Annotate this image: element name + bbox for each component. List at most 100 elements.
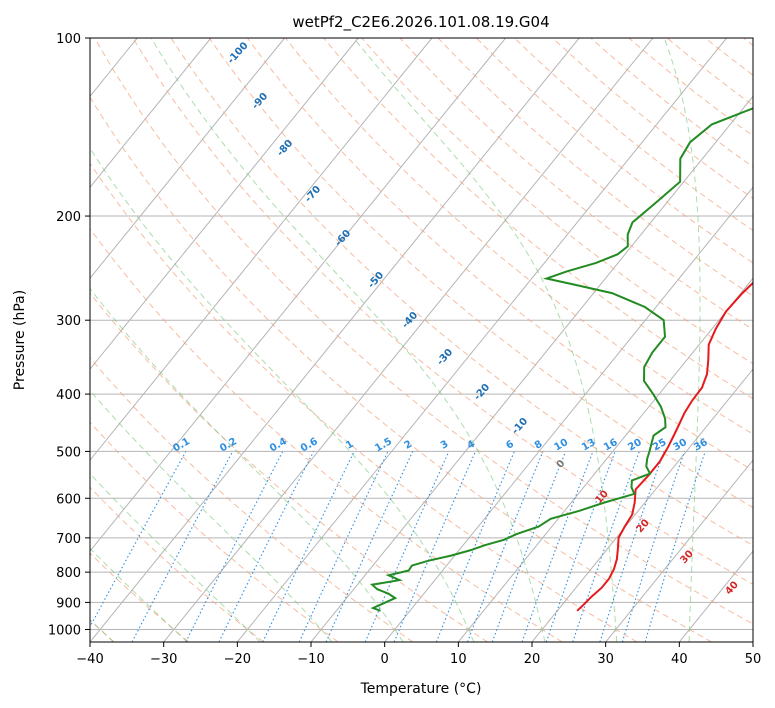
isotherm-gridline [531,368,753,642]
dry-adiabat-line [285,38,753,435]
isotherm-gridline [90,38,212,189]
temperature-profile [576,281,753,612]
mixing-ratio-line [218,451,315,642]
dry-adiabat-line [514,38,753,232]
mixing-ratio-line [621,451,686,642]
moist-adiabat-label: 20 [634,517,652,535]
dry-adiabat-line [94,38,753,625]
y-tick-label: 400 [56,388,81,403]
x-tick-label: 0 [381,652,389,667]
dry-adiabat-line [437,38,753,297]
y-tick-label: 200 [56,210,81,225]
dry-adiabat-line [590,38,753,168]
dry-adiabat-line [246,38,753,472]
isotherm-gridline [384,186,753,642]
moist-adiabat-line [90,287,404,642]
x-tick-label: −40 [76,652,103,667]
y-tick-label: 600 [56,492,81,507]
moist-adiabat-label: 10 [593,488,611,506]
moist-adiabat-line [90,547,188,642]
isotherm-gridline [605,459,753,642]
dry-adiabat-label: -80 [275,138,295,159]
moist-adiabat-line [353,38,618,642]
dry-adiabat-line [743,38,753,46]
y-tick-label: 500 [56,445,81,460]
mixing-ratio-label: 6 [504,439,516,452]
x-tick-label: −30 [150,652,177,667]
mixing-ratio-line [364,451,450,642]
isotherm-gridline [90,38,285,280]
mixing-ratio-line [298,451,389,642]
dry-adiabat-line [90,292,488,642]
isotherm-gridline [90,38,433,461]
isotherm-gridline [236,38,727,642]
x-tick-label: −20 [224,652,251,667]
dry-adiabat-line [704,38,753,76]
y-tick-label: 700 [56,532,81,547]
x-tick-label: 50 [745,652,762,667]
y-tick-label: 100 [56,32,81,47]
mixing-ratio-line [599,451,665,642]
dry-adiabat-label: -30 [435,347,455,368]
dry-adiabat-label: -60 [333,228,353,249]
mixing-ratio-line [90,451,187,628]
dry-adiabat-line [90,356,414,642]
plot-area: -100-90-80-70-60-50-40-30-20-100.1 0.2 0.4… [0,38,753,642]
dry-adiabat-line [90,486,264,642]
mixing-ratio-label: 4 [465,439,477,452]
x-tick-label: 40 [671,652,688,667]
y-tick-label: 800 [56,566,81,581]
mixing-ratio-label: 1 [344,439,356,452]
x-tick-label: 10 [450,652,467,667]
dry-adiabat-line [90,96,712,642]
mixing-ratio-label: 8 [533,439,545,452]
mixing-ratio-label: 2 [403,439,415,452]
chart-title: wetPf2_C2E6.2026.101.08.19.G04 [292,13,549,32]
dry-adiabat-line [170,38,753,547]
y-tick-label: 1000 [48,623,81,638]
dry-adiabat-label: -50 [366,270,386,291]
dry-adiabat-line [90,227,563,642]
mixing-ratio-line [435,451,515,642]
dry-adiabat-line [208,38,753,509]
mixing-ratio-line [325,451,414,642]
dry-adiabat-label: -90 [250,91,270,112]
x-tick-label: 20 [524,652,541,667]
y-axis: 100 200 300 400 500 600 700 800 900 1000 [48,32,90,638]
moist-adiabat-line [150,38,546,642]
dry-adiabat-line [132,38,753,585]
isotherm-gridline [0,38,64,642]
plot-frame [89,37,754,643]
dry-adiabat-line [399,38,753,331]
mixing-ratio-line [185,451,284,642]
mixing-ratio-line [545,451,616,642]
x-tick-label: −10 [297,652,324,667]
y-tick-label: 900 [56,596,81,611]
isotherm-gridline [90,38,580,642]
mixing-ratio-line [262,451,355,642]
y-tick-label: 300 [56,314,81,329]
moist-adiabat-label: 30 [678,548,696,566]
dewpoint-profile [369,107,753,612]
moist-adiabat-line [663,38,701,642]
moist-adiabat-line [90,473,261,642]
dry-adiabat-label: -100 [226,40,251,66]
mixing-ratio-label: 3 [439,439,451,452]
dry-adiabat-line [90,421,339,642]
dry-adiabat-label: -20 [472,382,492,403]
isotherm-gridline [752,641,753,642]
mixing-ratio-line [644,451,706,642]
dry-adiabat-line [552,38,753,199]
isotherm-gridline [90,38,506,552]
mixing-ratio-line [393,451,477,642]
isotherm-gridline [90,38,359,370]
dry-adiabat-label: -10 [510,416,530,437]
x-axis: −40 −30 −20 −10 0 10 20 30 40 50 [76,642,761,667]
dry-adiabat-line [90,162,638,642]
isotherm-gridline [163,38,654,642]
x-axis-title: Temperature (°C) [360,681,482,697]
mixing-ratio-line [572,451,640,642]
y-axis-title: Pressure (hPa) [12,290,28,390]
dry-adiabat-label: -70 [303,184,323,205]
